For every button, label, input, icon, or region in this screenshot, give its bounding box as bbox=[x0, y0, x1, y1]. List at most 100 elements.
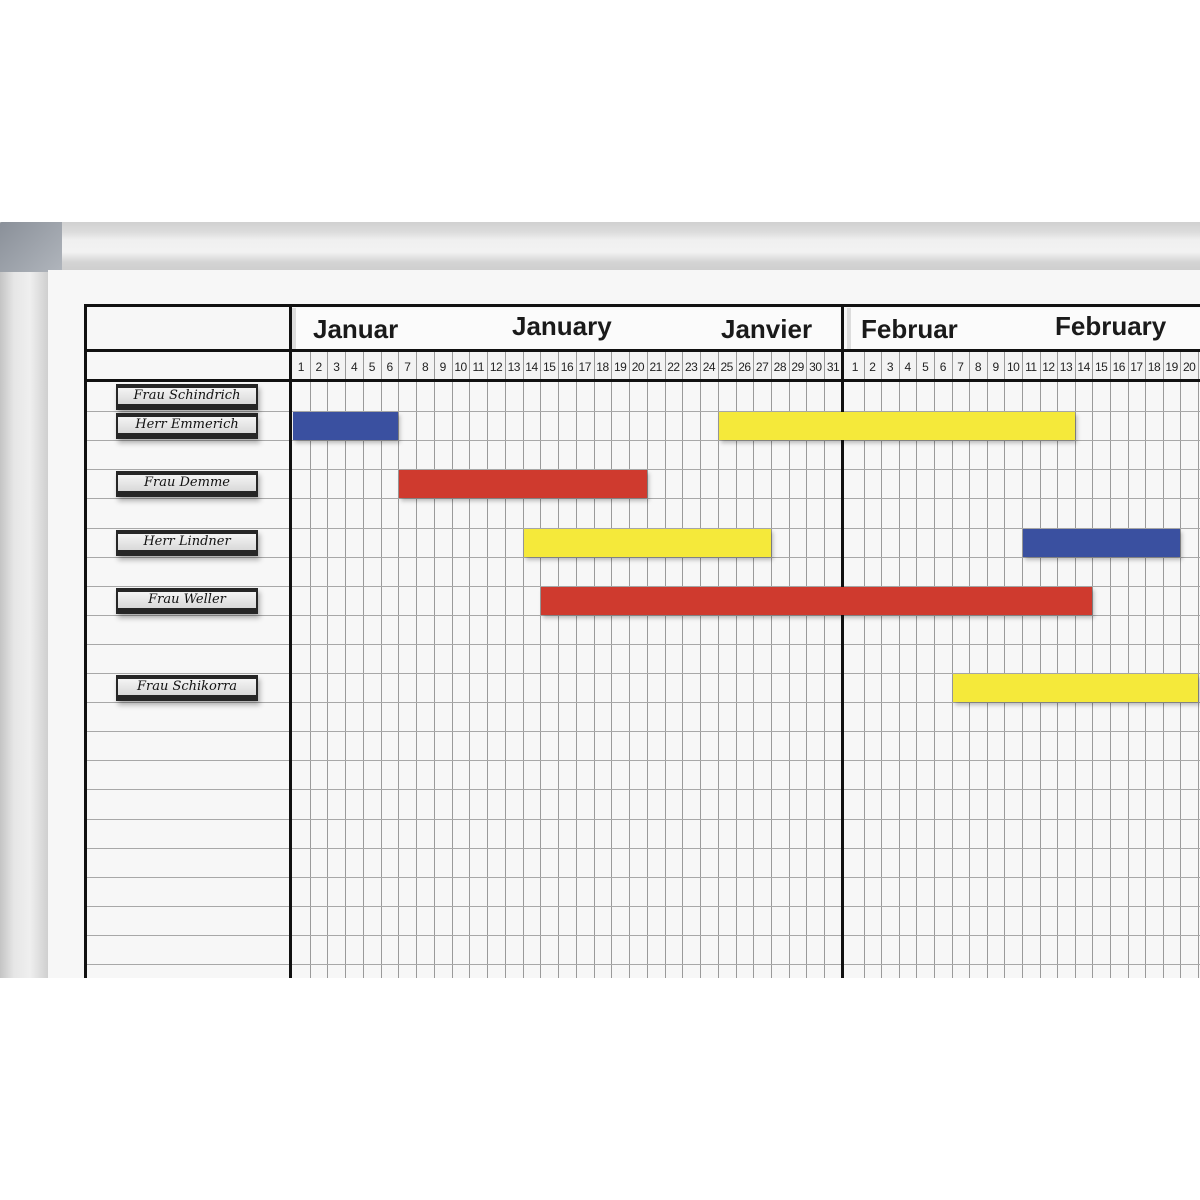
day-number-jan-26: 26 bbox=[738, 360, 751, 374]
day-line bbox=[788, 352, 790, 978]
day-number-jan-18: 18 bbox=[596, 360, 609, 374]
day-line bbox=[558, 352, 560, 978]
name-tag-label: Frau Weller bbox=[118, 591, 256, 608]
day-line bbox=[504, 352, 506, 978]
day-line bbox=[1127, 352, 1129, 978]
row-line bbox=[86, 585, 1200, 587]
day-number-feb-12: 12 bbox=[1042, 360, 1055, 374]
day-number-jan-15: 15 bbox=[543, 360, 556, 374]
month-label-en-feb: February bbox=[1055, 311, 1167, 341]
day-number-feb-19: 19 bbox=[1165, 360, 1178, 374]
day-line bbox=[824, 352, 826, 978]
name-tag-label: Herr Emmerich bbox=[118, 417, 256, 434]
day-number-jan-8: 8 bbox=[421, 360, 429, 374]
day-number-jan-3: 3 bbox=[333, 360, 340, 374]
day-line bbox=[433, 352, 435, 978]
magnetic-bar-yellow[interactable] bbox=[952, 674, 1198, 702]
name-tag[interactable]: Herr Emmerich bbox=[116, 413, 258, 440]
month-label-fr-jan: Janvier bbox=[721, 314, 813, 344]
frame-corner-cap bbox=[0, 222, 62, 272]
name-tag[interactable]: Frau Schikorra bbox=[116, 675, 258, 701]
day-number-jan-31: 31 bbox=[826, 360, 840, 374]
header-strip-jan bbox=[292, 308, 840, 350]
name-tag[interactable]: Frau Demme bbox=[116, 471, 258, 498]
row-line bbox=[86, 556, 1200, 558]
day-number-jan-13: 13 bbox=[507, 360, 521, 374]
day-number-jan-5: 5 bbox=[368, 360, 376, 374]
magnetic-bar-red[interactable] bbox=[541, 586, 1093, 615]
day-number-jan-11: 11 bbox=[472, 360, 485, 374]
day-line bbox=[1092, 352, 1094, 978]
day-line bbox=[362, 352, 364, 978]
day-number-jan-28: 28 bbox=[773, 360, 787, 374]
day-number-jan-4: 4 bbox=[350, 360, 358, 374]
day-line bbox=[540, 352, 542, 978]
month-label-de-jan: Januar bbox=[313, 314, 399, 344]
day-line bbox=[951, 352, 953, 978]
day-number-jan-16: 16 bbox=[560, 360, 574, 374]
name-tag[interactable]: Herr Lindner bbox=[116, 529, 258, 556]
day-number-feb-4: 4 bbox=[904, 360, 912, 374]
day-number-jan-9: 9 bbox=[439, 360, 447, 374]
name-tag[interactable]: Frau Schindrich bbox=[116, 384, 258, 410]
day-number-feb-16: 16 bbox=[1112, 360, 1126, 374]
day-number-feb-7: 7 bbox=[957, 360, 964, 374]
day-line bbox=[646, 352, 648, 978]
day-number-jan-22: 22 bbox=[667, 360, 680, 374]
row-line bbox=[86, 818, 1200, 820]
day-line bbox=[1110, 352, 1111, 978]
day-line bbox=[1180, 352, 1182, 978]
row-line bbox=[86, 469, 1200, 471]
name-tag-label: Herr Lindner bbox=[118, 533, 256, 550]
day-line bbox=[1198, 352, 1199, 978]
magnetic-bar-red[interactable] bbox=[399, 470, 647, 499]
day-line bbox=[487, 352, 489, 978]
month-label-de-feb: Februar bbox=[861, 314, 958, 344]
day-line bbox=[611, 352, 613, 978]
day-line bbox=[629, 352, 631, 978]
row-line bbox=[86, 964, 1200, 965]
magnetic-bar-blue[interactable] bbox=[1023, 528, 1181, 557]
magnetic-bar-blue[interactable] bbox=[293, 412, 399, 441]
row-line bbox=[86, 498, 1200, 500]
day-number-feb-13: 13 bbox=[1059, 360, 1073, 374]
day-number-feb-18: 18 bbox=[1147, 360, 1161, 374]
day-line bbox=[969, 352, 971, 978]
day-number-feb-14: 14 bbox=[1077, 360, 1090, 374]
day-number-feb-11: 11 bbox=[1025, 360, 1037, 374]
board-frame-left bbox=[0, 222, 48, 978]
name-tag-label: Frau Schindrich bbox=[118, 388, 256, 404]
border-left-line bbox=[84, 304, 87, 978]
row-line bbox=[86, 789, 1200, 791]
magnetic-bar-yellow[interactable] bbox=[718, 412, 1075, 441]
board-frame-top bbox=[0, 222, 1200, 270]
row-line bbox=[86, 731, 1200, 733]
magnetic-bar-yellow[interactable] bbox=[523, 528, 771, 557]
day-line bbox=[522, 352, 524, 978]
day-number-jan-23: 23 bbox=[684, 360, 698, 374]
row-line bbox=[86, 760, 1200, 762]
day-number-feb-9: 9 bbox=[992, 360, 1000, 374]
name-tag[interactable]: Frau Weller bbox=[116, 587, 258, 614]
day-number-feb-1: 1 bbox=[851, 360, 859, 374]
row-line bbox=[86, 614, 1200, 616]
day-number-feb-5: 5 bbox=[922, 360, 929, 374]
header-divider-line bbox=[84, 349, 1200, 352]
day-number-feb-10: 10 bbox=[1007, 360, 1020, 374]
day-number-feb-3: 3 bbox=[886, 360, 894, 374]
day-number-jan-21: 21 bbox=[649, 360, 662, 374]
day-line bbox=[986, 352, 988, 978]
row-line bbox=[86, 876, 1200, 878]
day-line bbox=[1004, 352, 1006, 978]
day-line bbox=[770, 352, 772, 978]
row-line bbox=[86, 643, 1200, 645]
day-line bbox=[1162, 352, 1164, 978]
day-number-jan-7: 7 bbox=[404, 360, 411, 374]
day-line bbox=[575, 352, 577, 978]
day-number-jan-30: 30 bbox=[809, 360, 822, 374]
day-number-jan-12: 12 bbox=[489, 360, 503, 374]
day-number-feb-2: 2 bbox=[869, 360, 876, 374]
month-divider bbox=[841, 304, 844, 978]
day-line bbox=[1057, 352, 1059, 978]
